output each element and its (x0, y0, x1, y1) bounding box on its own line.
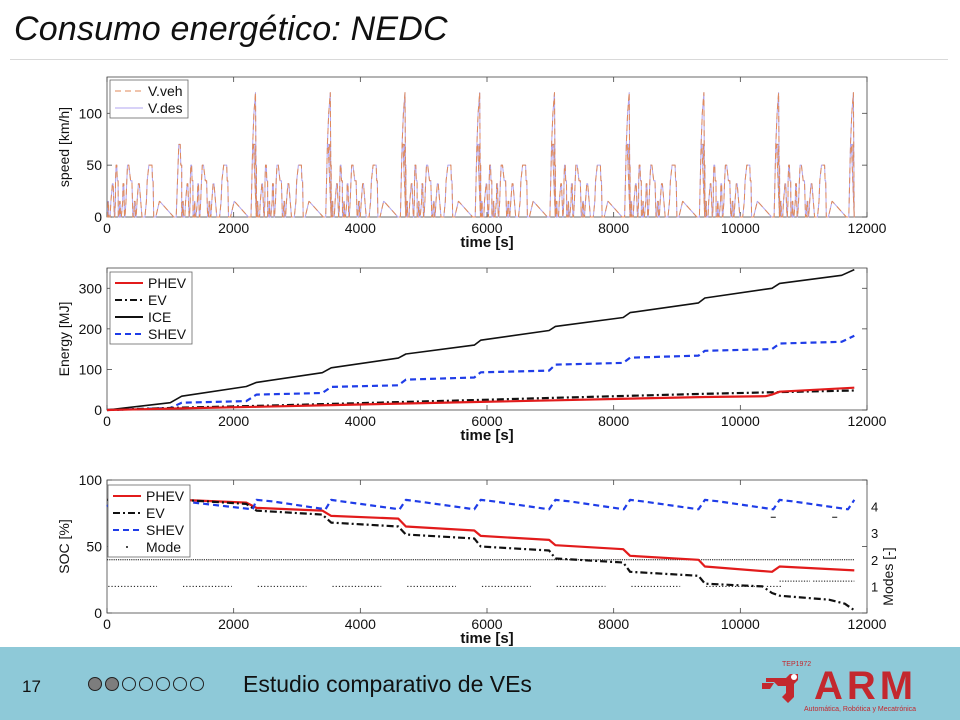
energy-line-shev (106, 334, 855, 412)
x-axis-label: time [s] (460, 427, 513, 444)
soc-line-ev (107, 498, 855, 612)
x-tick-label: 8000 (598, 616, 629, 632)
y-tick-label: 50 (86, 157, 102, 173)
progress-dot (88, 677, 102, 691)
logo-small-text: TEP1972 (782, 661, 811, 668)
energy-line-ice (106, 268, 855, 411)
progress-dot (105, 677, 119, 691)
speed-legend-label: V.des (148, 100, 183, 116)
x-tick-label: 0 (103, 220, 111, 236)
arm-logo: TEP1972 ARM Automática, Robótica y Mecat… (762, 661, 917, 713)
logo-main-text: ARM (814, 664, 917, 708)
soc-legend-swatch (126, 546, 128, 548)
y-tick-label: 100 (79, 105, 103, 121)
soc-legend-label: PHEV (146, 488, 185, 504)
x-axis-label: time [s] (460, 630, 513, 647)
page-number: 17 (22, 677, 41, 696)
x-tick-label: 0 (103, 413, 111, 429)
x-tick-label: 12000 (848, 413, 887, 429)
soc-legend-label: EV (146, 505, 165, 521)
x-tick-label: 12000 (848, 616, 887, 632)
y2-tick-label: 1 (871, 579, 878, 594)
y-tick-label: 0 (94, 402, 102, 418)
x-tick-label: 8000 (598, 220, 629, 236)
x-tick-label: 6000 (471, 220, 502, 236)
logo-subtitle: Automática, Robótica y Mecatrónica (804, 706, 916, 713)
x-tick-label: 0 (103, 616, 111, 632)
speed-line-vveh (107, 92, 855, 218)
progress-dot (156, 677, 170, 691)
soc-legend-label: SHEV (146, 522, 185, 538)
y2-tick-label: 3 (871, 526, 878, 541)
x-tick-label: 4000 (345, 616, 376, 632)
footer-text: Estudio comparativo de VEs (243, 671, 532, 697)
x-tick-label: 2000 (218, 616, 249, 632)
y-axis-label: speed [km/h] (56, 107, 72, 187)
x-tick-label: 4000 (345, 413, 376, 429)
y-tick-label: 50 (86, 539, 102, 555)
progress-dot (122, 677, 136, 691)
robot-arm-icon (762, 674, 798, 703)
x-tick-label: 10000 (721, 616, 760, 632)
progress-dot (190, 677, 204, 691)
x-tick-label: 10000 (721, 413, 760, 429)
x-tick-label: 8000 (598, 413, 629, 429)
x-tick-label: 2000 (218, 413, 249, 429)
y-axis-label: SOC [%] (56, 519, 72, 573)
energy-legend-label: PHEV (148, 275, 187, 291)
y-tick-label: 200 (79, 321, 103, 337)
energy-legend-label: EV (148, 292, 167, 308)
y-tick-label: 0 (94, 209, 102, 225)
slide-title: Consumo energético: NEDC (14, 10, 448, 48)
soc-legend-label: Mode (146, 539, 181, 555)
y2-axis-label: Modes [-] (880, 547, 896, 605)
y-tick-label: 100 (79, 472, 103, 488)
speed-legend-box (109, 79, 189, 119)
y-tick-label: 0 (94, 605, 102, 621)
progress-dot (139, 677, 153, 691)
y2-tick-label: 2 (871, 553, 878, 568)
x-tick-label: 6000 (471, 413, 502, 429)
speed-legend-label: V.veh (148, 83, 183, 99)
y-axis-label: Energy [MJ] (56, 302, 72, 377)
soc-line-shev (106, 497, 856, 511)
progress-dot (173, 677, 187, 691)
soc-line-phev (107, 498, 855, 573)
energy-legend-label: SHEV (148, 326, 187, 342)
title-divider (10, 59, 948, 60)
y2-tick-label: 4 (871, 500, 878, 515)
energy-line-phev (106, 386, 855, 412)
x-tick-label: 4000 (345, 220, 376, 236)
energy-legend-label: ICE (148, 309, 171, 325)
y-tick-label: 100 (79, 361, 103, 377)
x-tick-label: 12000 (848, 220, 887, 236)
x-tick-label: 2000 (218, 220, 249, 236)
x-tick-label: 6000 (471, 616, 502, 632)
x-axis-label: time [s] (460, 234, 513, 251)
y-tick-label: 300 (79, 280, 103, 296)
x-tick-label: 10000 (721, 220, 760, 236)
footer-bar: 17 Estudio comparativo de VEs TEP1972 AR… (0, 647, 960, 720)
progress-dots (88, 677, 204, 691)
